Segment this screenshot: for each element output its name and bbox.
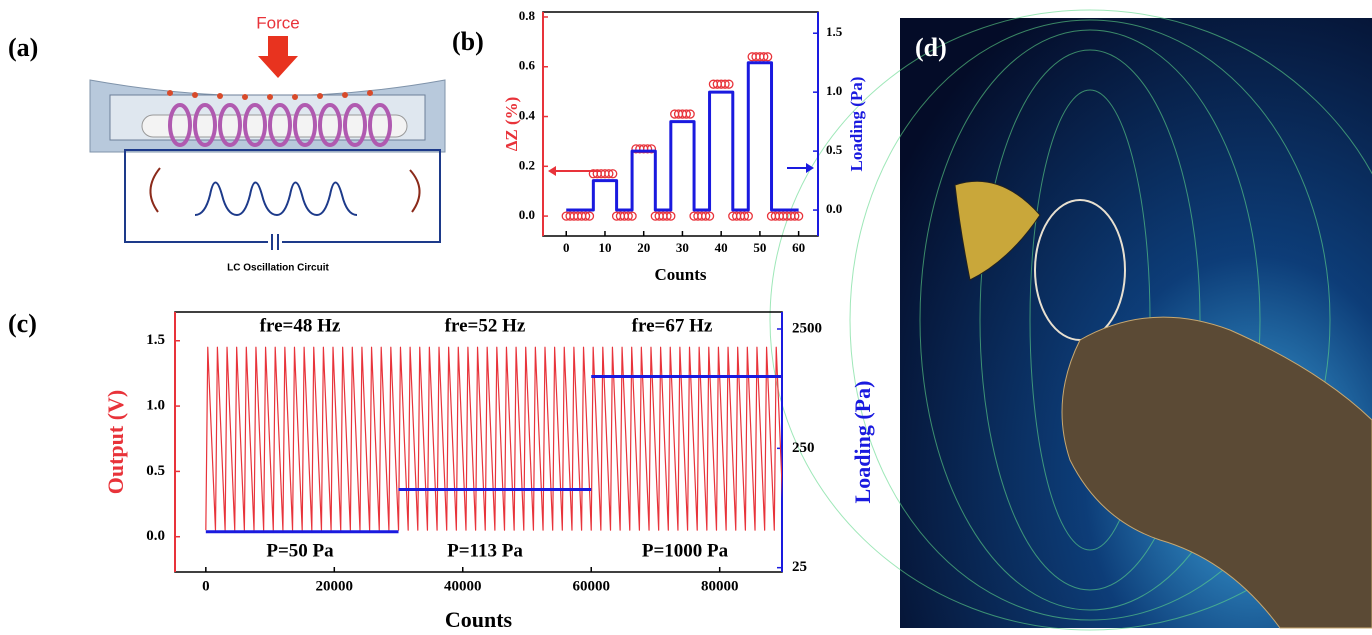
x-axis-title: Counts xyxy=(445,607,513,632)
x-tick-label: 40000 xyxy=(444,578,482,594)
y2-tick-label: 1.5 xyxy=(826,24,843,39)
annotation: fre=52 Hz xyxy=(445,315,526,336)
page: { "diagram": {"label": "(a)", "force": "… xyxy=(0,0,1372,635)
force-label: Force xyxy=(256,13,299,32)
circuit-label: LC Oscillation Circuit xyxy=(227,263,329,274)
y2-tick-label: 1.0 xyxy=(826,83,842,98)
x-tick-label: 80000 xyxy=(701,578,739,594)
plot-frame xyxy=(543,12,818,236)
core xyxy=(142,115,407,137)
x-tick-label: 0 xyxy=(202,578,210,594)
capacitor-gap xyxy=(268,234,282,250)
y2-axis-title: Loading (Pa) xyxy=(847,77,866,172)
panel-a: (a) Force LC Oscillation Circuit xyxy=(8,13,445,273)
axis-arrowhead xyxy=(548,166,556,176)
force-arrow xyxy=(258,36,298,78)
series-line xyxy=(566,63,798,210)
x-tick-label: 60 xyxy=(792,240,805,255)
y-tick-label: 0.8 xyxy=(519,8,536,23)
wave xyxy=(195,183,357,216)
flow-arrow xyxy=(410,170,420,212)
x-tick-label: 30 xyxy=(676,240,689,255)
y-tick-label: 0.0 xyxy=(146,528,165,544)
panel-label: (d) xyxy=(915,33,947,62)
annotation: P=1000 Pa xyxy=(642,540,729,561)
y-tick-label: 0.5 xyxy=(146,463,165,479)
y-tick-label: 1.0 xyxy=(146,398,165,414)
y-tick-label: 0.0 xyxy=(519,207,535,222)
chart: 0 10 20 30 40 50 60 0.0 0.2 0.4 0.6 0.8 0.0 0.5 1.0 1.5… xyxy=(452,8,866,284)
annotation: fre=67 Hz xyxy=(632,315,713,336)
figure: (a) Force LC Oscillation Circuit xyxy=(0,0,1372,635)
annotation: P=50 Pa xyxy=(266,540,334,561)
flow-arrow xyxy=(150,168,160,212)
panel-label: (b) xyxy=(452,27,484,56)
x-tick-label: 20000 xyxy=(316,578,354,594)
x-tick-label: 10 xyxy=(598,240,611,255)
x-tick-label: 20 xyxy=(637,240,650,255)
y-tick-label: 0.4 xyxy=(519,108,536,123)
y-axis-title: ΔZ (%) xyxy=(502,97,521,152)
x-tick-label: 50 xyxy=(753,240,766,255)
x-tick-label: 0 xyxy=(563,240,570,255)
y-tick-label: 0.2 xyxy=(519,157,535,172)
y2-tick-label: 0.5 xyxy=(826,142,843,157)
x-axis-title: Counts xyxy=(655,265,707,284)
y2-tick-label: 2500 xyxy=(792,320,822,336)
y2-axis-title: Loading (Pa) xyxy=(850,381,875,504)
panel-label: (c) xyxy=(8,309,37,338)
y-tick-label: 0.6 xyxy=(519,58,536,73)
y-tick-label: 1.5 xyxy=(146,332,165,348)
panel-label: (a) xyxy=(8,33,38,62)
x-tick-label: 60000 xyxy=(572,578,610,594)
y2-tick-label: 250 xyxy=(792,440,815,456)
series-line xyxy=(206,347,784,530)
circuit-loop xyxy=(125,150,440,242)
x-tick-label: 40 xyxy=(715,240,728,255)
y2-tick-label: 0.0 xyxy=(826,201,842,216)
annotation: P=113 Pa xyxy=(447,540,523,561)
annotation: fre=48 Hz xyxy=(260,315,341,336)
chart: 0 20000 40000 60000 80000 0.0 0.5 1.0 1.5 25 250 25… xyxy=(8,309,875,632)
y2-tick-label: 25 xyxy=(792,559,807,575)
y-axis-title: Output (V) xyxy=(103,390,128,495)
